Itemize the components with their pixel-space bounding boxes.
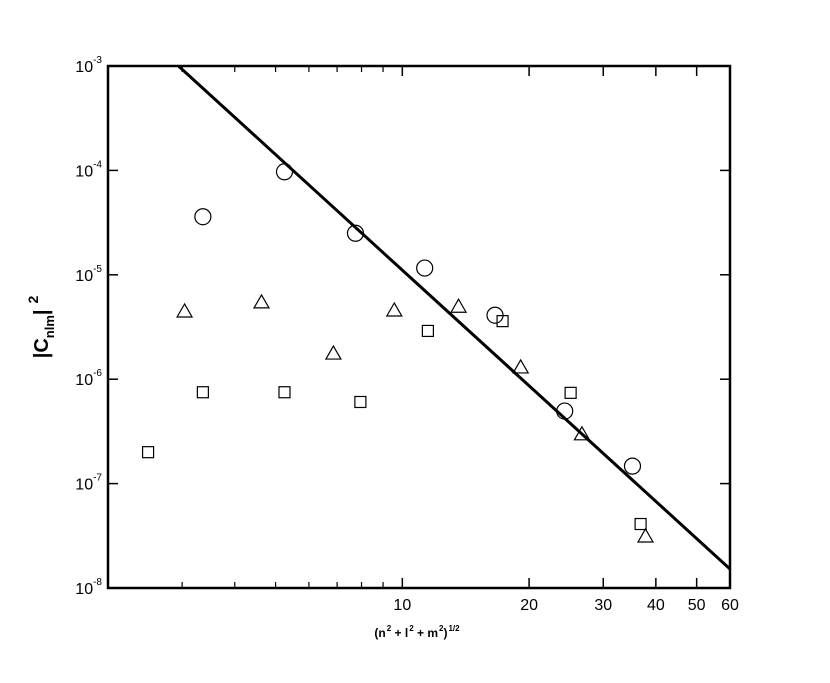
square-marker — [421, 324, 434, 338]
triangle-marker — [324, 344, 342, 360]
square-marker — [354, 395, 367, 409]
x-axis-label-sup: 2 — [387, 624, 392, 633]
x-tick-label: 30 — [594, 597, 612, 614]
square-marker — [634, 517, 647, 531]
triangle-marker — [450, 298, 468, 313]
x-tick-label: 50 — [688, 597, 706, 614]
x-axis-label-sup: 1/2 — [448, 624, 460, 633]
y-axis-label-end: | — [31, 310, 53, 316]
y-axis-label-sup: 2 — [25, 296, 41, 304]
y-tick-label-base: 10 — [75, 268, 93, 285]
x-tick-label: 40 — [647, 597, 665, 614]
square-marker — [564, 386, 577, 399]
x-axis-label: (n2 + l2 + m2)1/2 — [374, 624, 460, 640]
y-tick-label: 10-6 — [75, 368, 102, 389]
square-marker — [141, 446, 155, 459]
y-tick-label-exp: -7 — [93, 473, 102, 484]
square-marker — [196, 386, 209, 399]
y-tick-label: 10-4 — [75, 159, 102, 180]
y-tick-label: 10-8 — [75, 577, 102, 598]
triangle-marker — [252, 293, 271, 309]
triangle-marker — [573, 425, 591, 441]
y-tick-label-base: 10 — [75, 477, 93, 494]
y-tick-label: 10-5 — [75, 264, 102, 285]
triangle-marker — [176, 302, 194, 318]
x-axis-label-sup: 2 — [409, 624, 414, 633]
y-axis-label-sub: nlm — [42, 315, 57, 338]
y-tick-label-base: 10 — [75, 59, 93, 76]
x-tick-label: 60 — [721, 597, 739, 614]
y-tick-label-base: 10 — [75, 163, 93, 180]
x-tick-label: 10 — [393, 597, 411, 614]
square-marker — [496, 315, 509, 328]
triangle-marker — [385, 301, 403, 317]
circle-marker — [623, 457, 642, 475]
circle-marker — [416, 259, 434, 277]
circle-marker — [194, 208, 212, 226]
y-tick-label-base: 10 — [75, 372, 93, 389]
plot-frame — [106, 64, 732, 590]
square-marker — [278, 386, 291, 399]
y-tick-label-exp: -4 — [93, 159, 102, 170]
fit-line — [177, 66, 730, 571]
y-tick-label-exp: -5 — [93, 264, 102, 275]
x-axis-label-sup: 2 — [439, 624, 444, 633]
x-axis-label-text: (n — [374, 626, 385, 640]
y-axis-label: |Cnlm| 2 — [25, 296, 57, 359]
triangle-marker — [636, 527, 655, 543]
y-axis-label-main: |C — [31, 338, 53, 358]
y-tick-label-exp: -6 — [93, 368, 102, 379]
y-tick-label: 10-3 — [75, 55, 102, 76]
triangle-marker — [512, 358, 530, 374]
y-tick-label: 10-7 — [75, 473, 102, 494]
x-axis-label-text: + l — [391, 626, 408, 640]
y-tick-label-exp: -3 — [93, 55, 102, 66]
x-axis-label-text: + m — [414, 626, 438, 640]
y-tick-label-base: 10 — [75, 581, 93, 598]
x-axis-label-text: ) — [443, 626, 447, 640]
x-tick-label: 20 — [520, 597, 538, 614]
y-tick-label-exp: -8 — [93, 577, 102, 588]
